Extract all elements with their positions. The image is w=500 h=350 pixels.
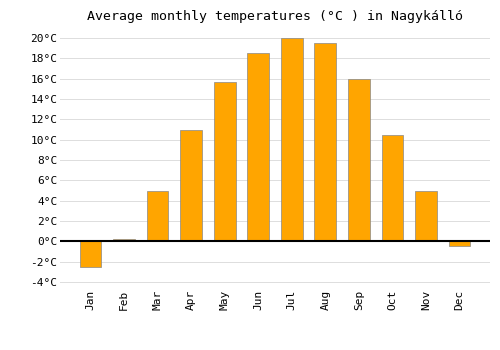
Bar — [214, 82, 236, 241]
Bar — [146, 190, 169, 241]
Bar — [281, 38, 302, 241]
Bar — [382, 135, 404, 241]
Bar — [314, 43, 336, 241]
Bar — [248, 54, 269, 241]
Bar — [415, 190, 437, 241]
Bar — [113, 239, 135, 241]
Title: Average monthly temperatures (°C ) in Nagykálló: Average monthly temperatures (°C ) in Na… — [87, 10, 463, 23]
Bar — [448, 241, 470, 246]
Bar — [348, 79, 370, 241]
Bar — [180, 130, 202, 241]
Bar — [80, 241, 102, 267]
